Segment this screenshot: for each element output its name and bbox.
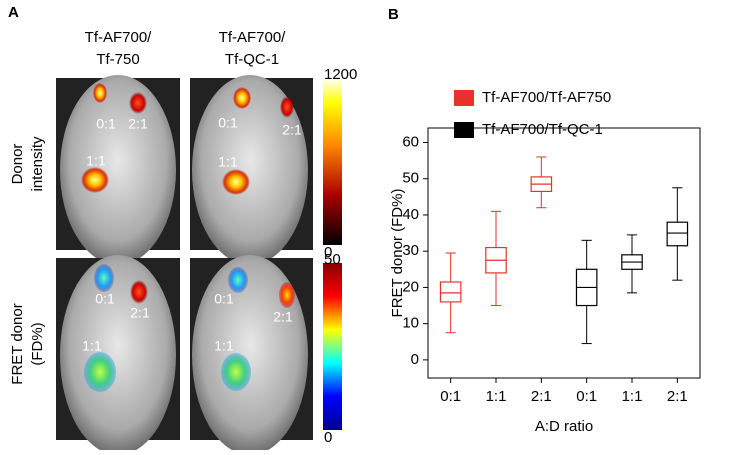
x-tick-label: 0:1 [576,388,597,405]
column-title: Tf-AF700/ [85,29,153,46]
x-tick-label: 2:1 [531,388,552,405]
row-title: (FD%) [29,322,46,365]
image [56,75,180,265]
image-annotation: 0:1 [214,291,234,307]
x-tick-label: 0:1 [440,388,461,405]
box [666,221,689,247]
x-tick-label: 1:1 [622,388,643,405]
panel-label: B [388,6,399,23]
image-annotation: 1:1 [214,338,234,354]
colorbar [323,78,342,245]
x-tick-label: 2:1 [667,388,688,405]
y-axis-label: FRET donor (FD%) [389,189,406,318]
column-title: Tf-750 [96,51,139,68]
image [190,255,313,455]
y-tick-label: 40 [402,206,419,223]
y-tick-label: 20 [402,278,419,295]
y-tick-label: 30 [402,242,419,259]
image-annotation: 2:1 [128,116,148,132]
image-annotation: 0:1 [218,115,238,131]
y-tick-label: 0 [411,351,419,368]
legend-swatch [454,122,474,138]
box [439,281,462,303]
image [56,255,180,455]
y-tick-label: 10 [402,315,419,332]
panel-label: A [8,4,19,21]
image-annotation: 2:1 [273,309,293,325]
y-tick-label: 60 [402,133,419,150]
image [190,75,313,265]
image-annotation: 1:1 [86,153,106,169]
row-title: FRET donor [9,303,26,384]
colorbar-label: 0 [324,429,332,446]
image-annotation: 2:1 [130,305,150,321]
legend-swatch [454,90,474,106]
legend-label: Tf-AF700/Tf-AF750 [482,89,611,106]
column-title: Tf-QC-1 [225,51,279,68]
column-title: Tf-AF700/ [219,29,287,46]
image-annotation: 0:1 [96,116,116,132]
colorbar-label: 0 [324,244,332,261]
row-title: intensity [29,136,46,192]
image-annotation: 0:1 [95,291,115,307]
colorbar [323,263,342,430]
mouse-images [56,75,342,455]
row-title: Donor [9,144,26,185]
image-annotation: 1:1 [218,154,238,170]
colorbar-label: 1200 [324,66,357,83]
image-annotation: 1:1 [82,338,102,354]
image-annotation: 2:1 [282,122,302,138]
legend-label: Tf-AF700/Tf-QC-1 [482,121,603,138]
x-axis-label: A:D ratio [535,418,593,435]
colorbar-label: 50 [324,251,341,268]
plot-frame [427,127,701,379]
x-tick-label: 1:1 [486,388,507,405]
y-tick-label: 50 [402,170,419,187]
